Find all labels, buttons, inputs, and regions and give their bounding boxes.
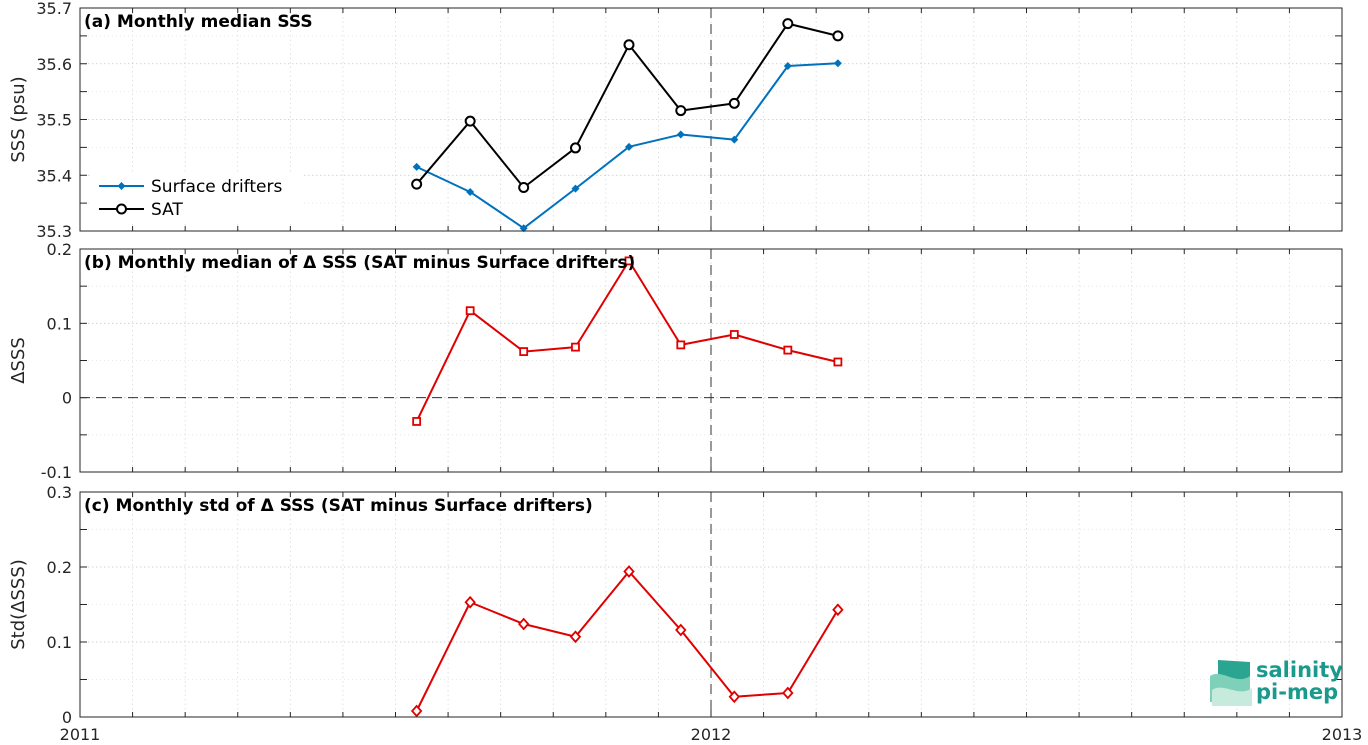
x-tick-2013: 2013 (1322, 725, 1363, 744)
panel-a-y-ticks: 35.3 35.4 35.5 35.6 35.7 (36, 0, 72, 241)
panel-a-title: (a) Monthly median SSS (84, 12, 313, 32)
y-tick-label: 0.3 (47, 483, 72, 502)
panel-b-marks (80, 249, 1342, 472)
data-point (623, 565, 635, 578)
data-point (676, 340, 686, 350)
data-point (729, 330, 739, 339)
legend-sat-marker (116, 203, 127, 215)
data-point (728, 97, 740, 109)
data-point (833, 357, 843, 367)
y-tick-label: 35.6 (36, 55, 72, 74)
data-point (517, 617, 530, 631)
legend-drifters-marker (117, 182, 126, 190)
data-point (783, 61, 792, 70)
data-point (519, 224, 528, 233)
data-point (464, 595, 476, 609)
y-tick-label: -0.1 (41, 463, 72, 482)
data-point (623, 39, 635, 51)
y-tick-label: 0.2 (47, 558, 72, 577)
data-point (832, 30, 844, 42)
y-tick-label: 35.7 (36, 0, 72, 18)
panel-a-sss: 35.3 35.4 35.5 35.6 35.7 (a) Monthly median … (8, 0, 1343, 241)
x-tick-2012: 2012 (691, 725, 732, 744)
panel-c-marks (410, 492, 844, 718)
legend-drifters-label: Surface drifters (151, 177, 282, 197)
y-tick-label: 35.3 (36, 222, 72, 241)
data-point (624, 256, 634, 266)
y-tick-label: 0 (62, 389, 72, 408)
panel-c-title: (c) Monthly std of Δ SSS (SAT minus Surf… (84, 496, 593, 516)
panel-c-y-axis-label: Std(ΔSSS) (8, 559, 29, 650)
data-point (465, 306, 475, 316)
y-tick-label: 0.1 (47, 314, 72, 333)
data-point (569, 630, 582, 644)
panel-c-y-ticks: 0 0.1 0.2 0.3 (47, 483, 72, 727)
data-point (676, 130, 685, 139)
data-point (832, 603, 844, 617)
data-point (569, 142, 581, 154)
data-point (466, 187, 475, 196)
y-tick-label: 35.4 (36, 166, 72, 185)
data-point (412, 417, 422, 426)
x-tick-labels: 2011 2012 2013 (60, 725, 1363, 744)
panel-b-title: (b) Monthly median of Δ SSS (SAT minus S… (84, 253, 635, 273)
data-point (624, 142, 633, 151)
data-point (675, 623, 687, 637)
panel-b-y-ticks: -0.1 0 0.1 0.2 (41, 240, 72, 482)
data-point (519, 347, 529, 356)
data-point (782, 18, 794, 30)
data-point (675, 105, 687, 117)
y-tick-label: 0.1 (47, 633, 72, 652)
data-point (410, 704, 423, 718)
data-point (571, 342, 580, 352)
data-point (412, 162, 421, 171)
y-tick-label: 0 (62, 708, 72, 727)
data-point (730, 135, 739, 144)
panel-b-delta: -0.1 0 0.1 0.2 (b) Monthly median of Δ SSS … (8, 240, 1343, 482)
data-point (464, 115, 476, 127)
y-tick-label: 35.5 (36, 111, 72, 130)
logo-line1: salinity (1256, 658, 1343, 682)
data-point (571, 184, 580, 193)
x-tick-2011: 2011 (60, 725, 101, 744)
panel-a-y-axis-label: SSS (psu) (8, 76, 29, 162)
data-point (833, 59, 842, 68)
data-point (783, 345, 793, 355)
salinity-pi-mep-logo: salinity pi-mep (1210, 658, 1343, 706)
logo-line2: pi-mep (1256, 680, 1338, 704)
data-point (411, 178, 423, 190)
data-point (518, 182, 530, 194)
panel-c-std: 0 0.1 0.2 0.3 (c) Monthly std of Δ SSS (SAT… (8, 483, 1343, 727)
panel-a-marks (411, 8, 844, 233)
data-point (728, 690, 741, 704)
panel-b-y-axis-label: ΔSSS (8, 337, 29, 384)
logo-wave-icon (1210, 660, 1252, 706)
panel-c-grid (79, 491, 1343, 718)
y-tick-label: 0.2 (47, 240, 72, 259)
data-point (782, 686, 794, 700)
legend: Surface drifters SAT (90, 172, 304, 224)
legend-sat-label: SAT (151, 200, 183, 220)
